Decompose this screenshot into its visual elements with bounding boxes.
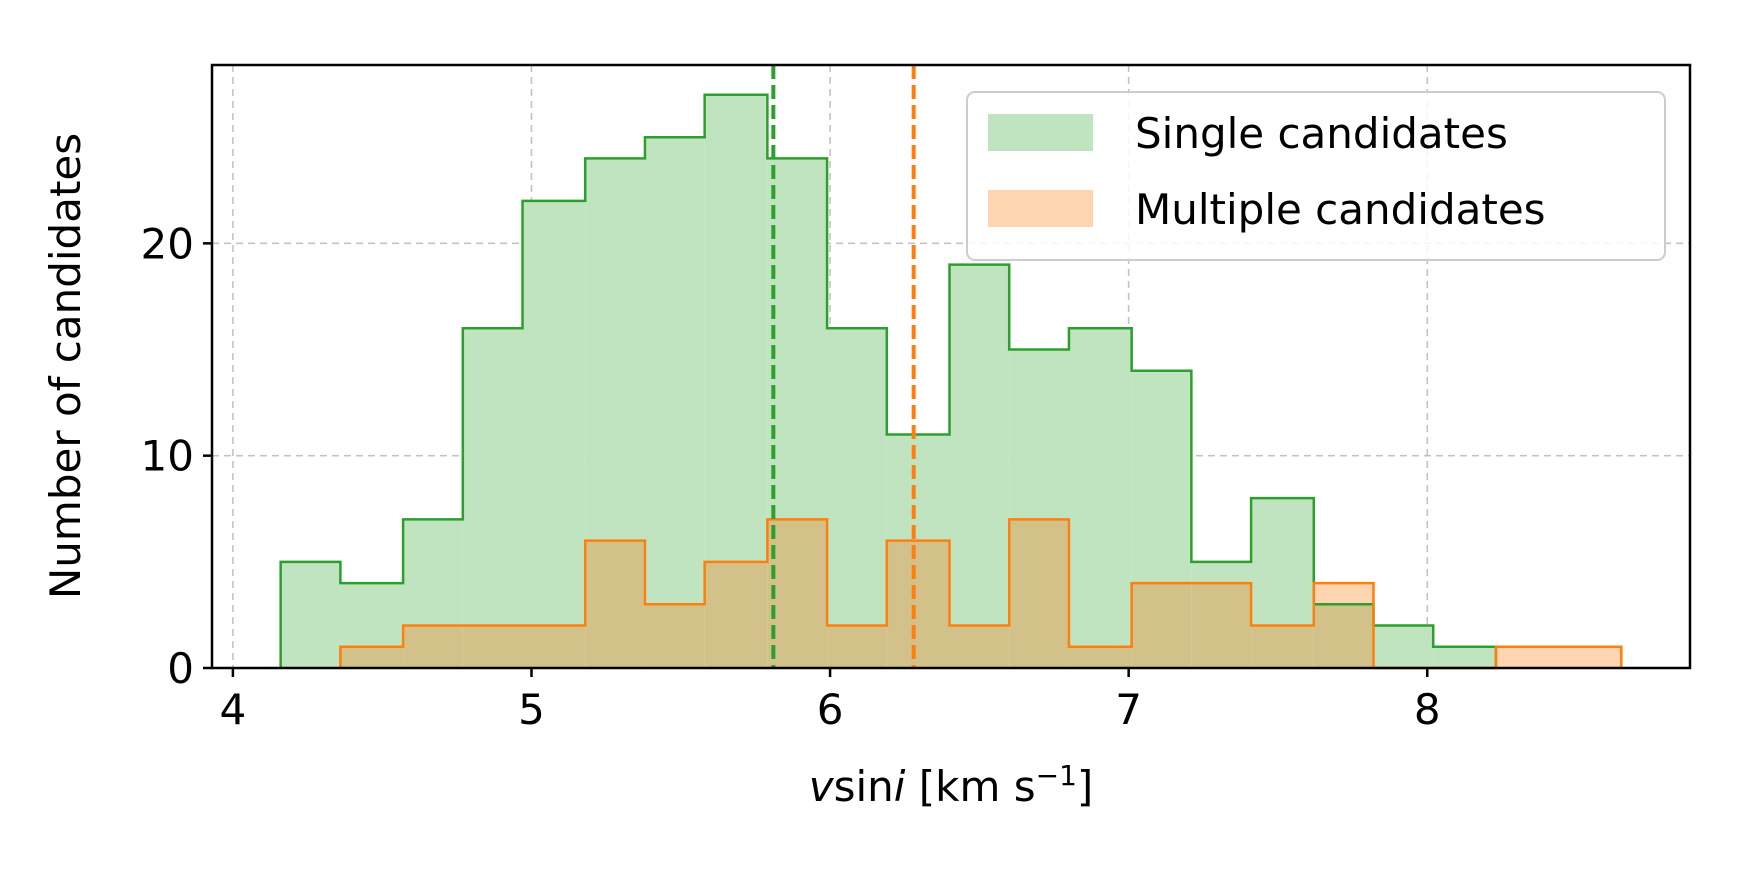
- x-label-sin: sin: [834, 762, 894, 811]
- bar-single: [1131, 370, 1192, 584]
- bar-overlap: [1313, 604, 1374, 668]
- legend: Single candidates Multiple candidates: [966, 91, 1666, 261]
- x-label-unit: [km s: [905, 762, 1035, 811]
- median-lines: [771, 65, 916, 668]
- bar-single: [1191, 561, 1252, 584]
- bar-multiple: [1495, 646, 1556, 668]
- bar-overlap: [403, 625, 463, 668]
- x-tick-label: 7: [1115, 685, 1142, 734]
- bar-multiple: [1313, 583, 1374, 605]
- bar-overlap: [522, 625, 586, 668]
- axis-ticks: 4 5 6 7 8 0 10 20: [141, 219, 1441, 734]
- x-axis-label: vsini [km s−1]: [809, 759, 1094, 812]
- histogram-bars: [279, 93, 1623, 670]
- x-label-i: i: [894, 762, 906, 811]
- bar-overlap: [1251, 625, 1314, 668]
- bar-single: [280, 561, 341, 668]
- y-tick-label: 20: [141, 219, 194, 268]
- x-label-unit-close: ]: [1077, 762, 1093, 811]
- outline-single: [279, 93, 1498, 668]
- bar-single: [462, 328, 523, 626]
- y-tick-label: 0: [167, 644, 194, 693]
- bar-single: [1009, 349, 1069, 520]
- x-tick-label: 8: [1414, 685, 1441, 734]
- bar-single: [522, 200, 586, 626]
- y-axis-label: Number of candidates: [41, 133, 90, 599]
- x-label-v: v: [809, 762, 835, 811]
- x-tick-label: 5: [518, 685, 545, 734]
- y-tick-label: 10: [141, 432, 194, 481]
- bar-single: [1373, 625, 1434, 668]
- bar-single: [1068, 328, 1132, 647]
- bar-single: [827, 328, 887, 626]
- bar-overlap: [585, 540, 645, 668]
- bar-single: [340, 583, 404, 647]
- legend-swatch-multiple: [988, 190, 1093, 227]
- plot-frame: [210, 63, 1692, 670]
- legend-frame: [966, 91, 1666, 261]
- bar-overlap: [827, 625, 887, 668]
- bar-overlap: [1191, 583, 1252, 668]
- bar-overlap: [886, 540, 950, 668]
- bar-overlap: [462, 625, 523, 668]
- bar-overlap: [1131, 583, 1192, 668]
- x-tick-label: 6: [817, 685, 844, 734]
- bar-single: [704, 94, 768, 562]
- bar-single: [644, 137, 705, 605]
- bar-single: [886, 434, 950, 541]
- bar-single: [949, 264, 1010, 626]
- bar-overlap: [1009, 519, 1069, 668]
- bar-single: [1433, 646, 1496, 668]
- x-label-exponent: −1: [1036, 759, 1077, 792]
- bar-overlap: [704, 561, 768, 668]
- x-tick-label: 4: [220, 685, 247, 734]
- bar-single: [767, 158, 828, 520]
- legend-swatch-single: [988, 114, 1093, 151]
- bar-overlap: [767, 519, 828, 668]
- bar-single: [585, 158, 645, 541]
- bar-overlap: [644, 604, 705, 668]
- bar-single: [403, 519, 463, 626]
- outline-multiple: [339, 518, 1623, 670]
- legend-label-multiple: Multiple candidates: [1135, 185, 1546, 234]
- legend-label-single: Single candidates: [1135, 109, 1508, 158]
- bar-multiple: [1555, 646, 1622, 668]
- bar-overlap: [949, 625, 1010, 668]
- bar-overlap: [1068, 646, 1132, 668]
- bar-overlap: [340, 646, 404, 668]
- bar-single: [1251, 498, 1314, 626]
